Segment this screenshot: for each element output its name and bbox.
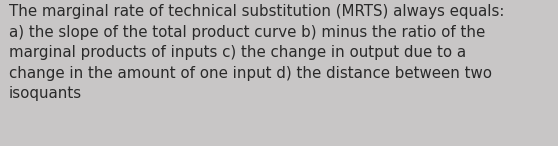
Text: The marginal rate of technical substitution (MRTS) always equals:
a) the slope o: The marginal rate of technical substitut…: [9, 4, 504, 101]
